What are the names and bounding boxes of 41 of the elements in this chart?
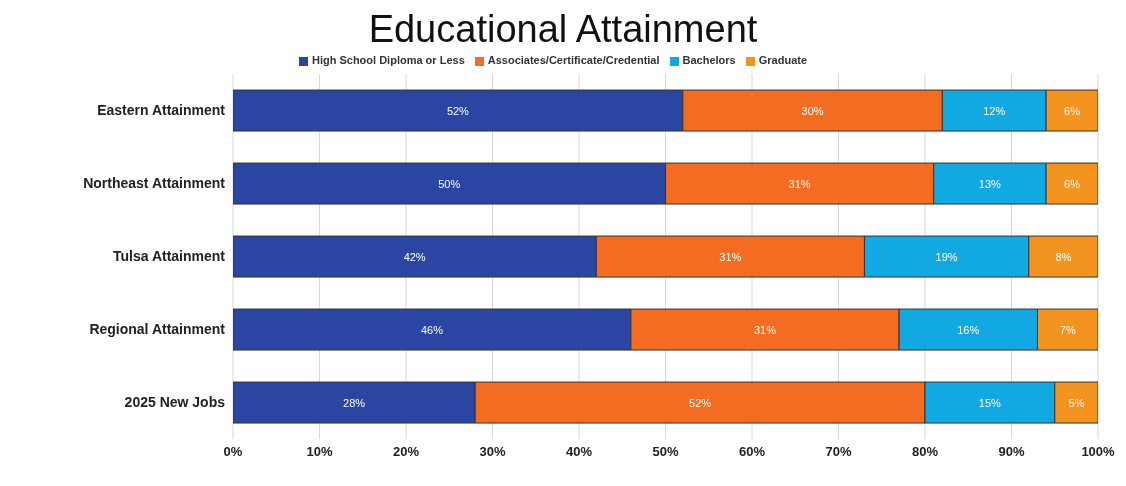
data-label: 5% [1068, 396, 1085, 409]
data-label: 15% [978, 396, 1002, 409]
legend-label: Associates/Certificate/Credential [487, 54, 660, 66]
y-tick-label: 2025 New Jobs [124, 394, 226, 411]
data-label: 7% [1059, 323, 1076, 336]
x-tick-label: 90% [998, 444, 1025, 460]
y-tick-label: Tulsa Attainment [112, 248, 226, 265]
data-label: 50% [438, 177, 461, 190]
x-tick-label: 10% [306, 444, 333, 460]
x-tick-label: 70% [825, 444, 852, 460]
data-label: 42% [403, 250, 426, 263]
data-label: 8% [1055, 250, 1072, 263]
data-label: 30% [801, 104, 824, 117]
data-label: 31% [753, 323, 777, 336]
x-tick-label: 0% [223, 444, 243, 460]
x-tick-label: 100% [1081, 444, 1116, 460]
data-label: 13% [978, 177, 1002, 190]
data-label: 12% [983, 104, 1006, 117]
data-label: 6% [1064, 177, 1081, 190]
data-label: 31% [719, 250, 742, 263]
x-tick-label: 20% [392, 444, 420, 460]
chart-title: Educational Attainment [367, 8, 759, 52]
data-label: 46% [420, 323, 444, 336]
x-tick-label: 40% [565, 444, 593, 460]
legend-label: Bachelors [682, 54, 736, 66]
data-label: 28% [343, 396, 366, 409]
x-tick-label: 80% [911, 444, 939, 460]
x-tick-label: 30% [479, 444, 506, 460]
y-tick-label: Northeast Attainment [83, 175, 226, 192]
x-tick-label: 50% [652, 444, 679, 460]
data-label: 6% [1064, 104, 1081, 117]
data-label: 52% [689, 396, 712, 409]
data-label: 16% [957, 323, 980, 336]
y-tick-label: Eastern Attainment [97, 102, 226, 119]
legend-label: Graduate [758, 54, 808, 66]
data-label: 31% [788, 177, 811, 190]
data-label: 52% [446, 104, 470, 117]
data-label: 19% [935, 250, 958, 263]
y-tick-label: Regional Attainment [89, 321, 226, 338]
x-tick-label: 60% [738, 444, 766, 460]
legend-label: High School Diploma or Less [311, 54, 465, 66]
